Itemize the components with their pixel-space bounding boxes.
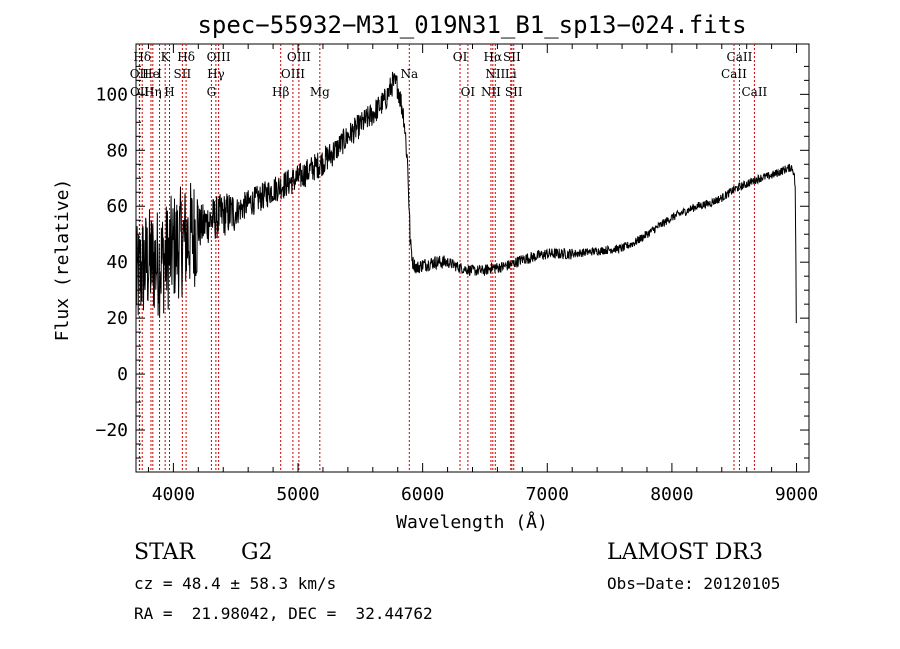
marker-label: Hα	[484, 50, 503, 64]
marker-label: OII	[130, 85, 150, 99]
marker-label: OI	[461, 85, 476, 99]
marker-label: Hγ	[207, 67, 225, 81]
marker-label: SII	[503, 50, 521, 64]
spectrum-line	[135, 71, 797, 324]
y-tick-label: 20	[106, 308, 128, 329]
marker-label: Hβ	[272, 85, 289, 99]
marker-label: OI	[453, 50, 468, 64]
cz-value: cz = 48.4 ± 58.3 km/s	[134, 574, 337, 593]
marker-label: Na	[400, 67, 418, 81]
obs-date: Obs−Date: 20120105	[607, 574, 781, 593]
marker-label: Hη	[144, 85, 162, 99]
marker-label: OIII	[281, 67, 305, 81]
marker-label: SII	[505, 85, 523, 99]
marker-label: Mg	[310, 85, 330, 99]
marker-label: CaII	[727, 50, 753, 64]
marker-label: CaII	[721, 67, 747, 81]
marker-label: OII	[130, 67, 150, 81]
marker-label: Hδ	[133, 50, 151, 64]
marker-label: NII	[481, 85, 501, 99]
y-axis-label: Flux (relative)	[52, 179, 73, 342]
marker-label: SII	[174, 67, 192, 81]
y-tick-label: 100	[95, 84, 128, 105]
marker-label: OIII	[287, 50, 311, 64]
marker-label: NII	[485, 67, 505, 81]
x-tick-label: 9000	[775, 484, 818, 505]
spectrum-group	[135, 71, 797, 324]
x-tick-label: 4000	[152, 484, 195, 505]
marker-label: CaII	[741, 85, 767, 99]
y-tick-label: 0	[117, 364, 128, 385]
survey-name: LAMOST DR3	[607, 540, 763, 565]
marker-label: H	[164, 85, 174, 99]
object-subclass: G2	[241, 540, 273, 565]
marker-label: I	[157, 67, 162, 81]
y-tick-label: 80	[106, 140, 128, 161]
chart-title: spec−55932−M31_019N31_B1_sp13−024.fits	[197, 11, 746, 39]
plot-frame	[135, 43, 810, 473]
marker-label: Li	[505, 67, 517, 81]
marker-label: K	[161, 50, 171, 64]
y-tick-label: 60	[106, 196, 128, 217]
x-tick-label: 8000	[650, 484, 693, 505]
y-tick-label: −20	[95, 420, 128, 441]
x-axis-ticks: 4000 5000 6000 7000 8000 9000	[147, 44, 818, 505]
y-tick-label: 40	[106, 252, 128, 273]
x-tick-label: 6000	[401, 484, 444, 505]
marker-label: Hδ	[177, 50, 195, 64]
x-tick-label: 5000	[276, 484, 319, 505]
marker-label: G	[207, 85, 217, 99]
coordinates: RA = 21.98042, DEC = 32.44762	[134, 604, 433, 623]
y-axis-ticks: −20 0 20 40 60 80 100	[95, 65, 809, 459]
object-class: STAR	[134, 540, 195, 565]
x-tick-label: 7000	[526, 484, 569, 505]
marker-label: He	[142, 67, 160, 81]
x-axis-label: Wavelength (Å)	[396, 511, 548, 533]
marker-label: OIII	[207, 50, 231, 64]
